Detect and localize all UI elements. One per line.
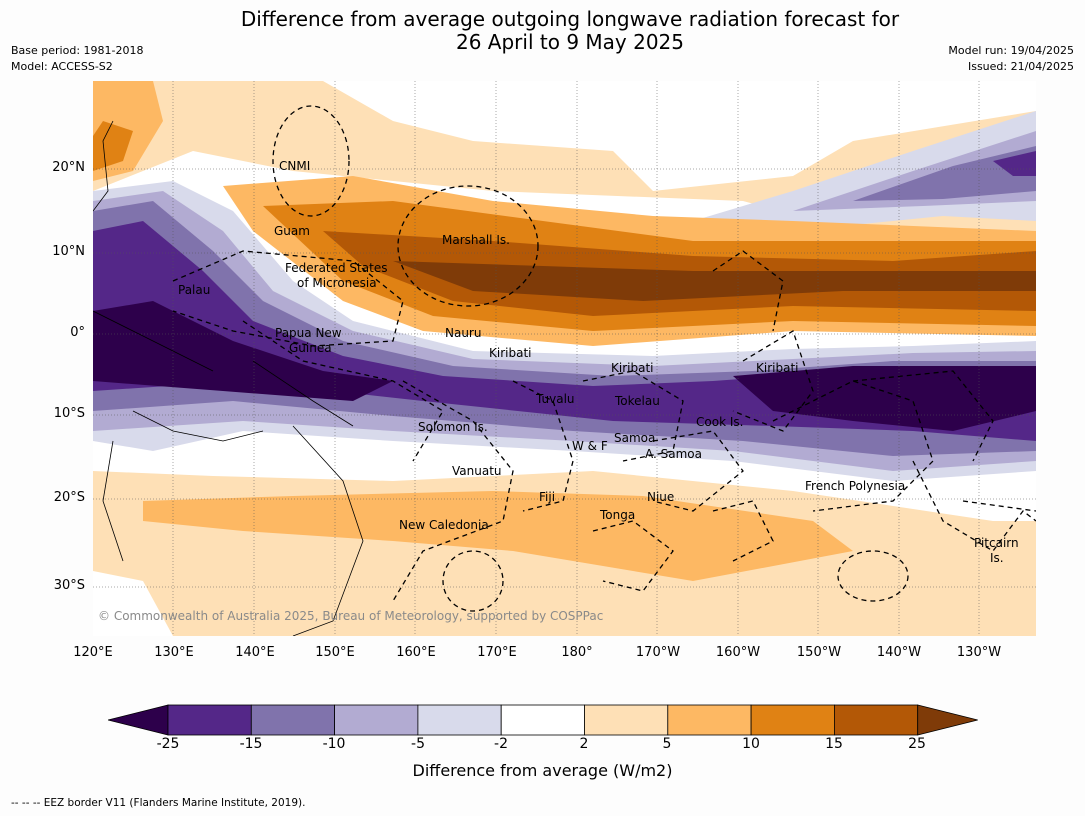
lon-tick-150e: 150°E (315, 645, 355, 660)
colorbar-tick-m5: -5 (411, 736, 425, 752)
meta-right: Model run: 19/04/2025 Issued: 21/04/2025 (948, 43, 1074, 75)
lat-tick-30s: 30°S (53, 578, 85, 593)
colorbar-segment (250, 704, 336, 736)
colorbar (107, 704, 978, 744)
colorbar-tick-m15: -15 (239, 736, 263, 752)
colorbar-segment (750, 704, 835, 736)
label-marshall: Marshall Is. (442, 233, 510, 247)
colorbar-extend-high (917, 704, 978, 736)
label-tokelau: Tokelau (614, 394, 660, 408)
lon-tick-160e: 160°E (396, 645, 436, 660)
lon-tick-180: 180° (561, 645, 593, 660)
colorbar-segment (334, 704, 419, 736)
label-fsm-1: Federated States (285, 261, 387, 275)
colorbar-tick-15: 15 (825, 736, 843, 752)
lon-tick-130e: 130°E (154, 645, 194, 660)
colorbar-segment (584, 704, 669, 736)
lon-tick-170w: 170°W (635, 645, 681, 660)
colorbar-tick-m10: -10 (322, 736, 346, 752)
colorbar-segment (417, 704, 502, 736)
colorbar-segment (834, 704, 919, 736)
map-panel: CNMI Guam Marshall Is. Federated States … (93, 81, 1036, 636)
label-kiribati-3: Kiribati (756, 361, 798, 375)
copyright-text: © Commonwealth of Australia 2025, Bureau… (98, 609, 604, 623)
label-guam: Guam (274, 224, 310, 238)
footnote: -- -- -- EEZ border V11 (Flanders Marine… (11, 797, 306, 809)
label-png-2: Guinea (289, 341, 332, 355)
colorbar-tick-m25: -25 (156, 736, 180, 752)
title-line-1: Difference from average outgoing longwav… (240, 7, 900, 31)
lat-tick-10s: 10°S (53, 406, 85, 421)
label-vanuatu: Vanuatu (452, 464, 502, 478)
base-period-text: Base period: 1981-2018 (11, 44, 144, 57)
label-pitcairn-1: Pitcairn (974, 536, 1019, 550)
label-french-polynesia: French Polynesia (805, 479, 905, 493)
label-kiribati-1: Kiribati (489, 346, 531, 360)
label-asamoa: A. Samoa (645, 447, 702, 461)
label-png-1: Papua New (275, 326, 342, 340)
model-text: Model: ACCESS-S2 (11, 60, 113, 73)
label-tonga: Tonga (599, 508, 635, 522)
lon-tick-140w: 140°W (876, 645, 922, 660)
lat-tick-20s: 20°S (53, 490, 85, 505)
colorbar-tick-5: 5 (662, 736, 672, 752)
colorbar-segment (167, 704, 252, 736)
label-cnmi: CNMI (279, 159, 310, 173)
colorbar-tick-2: 2 (579, 736, 589, 752)
lon-tick-160w: 160°W (715, 645, 761, 660)
chart-title: Difference from average outgoing longwav… (0, 8, 1085, 54)
label-pitcairn-2: Is. (990, 551, 1004, 565)
colorbar-tick-10: 10 (742, 736, 760, 752)
map-svg: CNMI Guam Marshall Is. Federated States … (93, 81, 1036, 636)
label-niue: Niue (647, 490, 674, 504)
lat-tick-0: 0° (70, 325, 85, 340)
label-wf: W & F (572, 439, 608, 453)
lon-tick-130w: 130°W (956, 645, 1002, 660)
label-fiji: Fiji (539, 490, 555, 504)
label-tuvalu: Tuvalu (535, 392, 575, 406)
label-fsm-2: of Micronesia (297, 276, 377, 290)
label-new-caledonia: New Caledonia (399, 518, 489, 532)
label-cook: Cook Is. (696, 415, 743, 429)
colorbar-segment (500, 704, 585, 736)
label-nauru: Nauru (445, 326, 481, 340)
label-solomon: Solomon Is. (418, 420, 488, 434)
meta-left: Base period: 1981-2018 Model: ACCESS-S2 (11, 43, 143, 75)
colorbar-svg (107, 704, 978, 736)
label-samoa: Samoa (614, 431, 655, 445)
model-run-text: Model run: 19/04/2025 (948, 44, 1074, 57)
colorbar-segment (667, 704, 752, 736)
lon-tick-150w: 150°W (796, 645, 842, 660)
colorbar-title: Difference from average (W/m2) (412, 761, 673, 780)
lon-tick-140e: 140°E (235, 645, 275, 660)
lon-tick-120e: 120°E (73, 645, 113, 660)
colorbar-extend-low (107, 704, 169, 736)
colorbar-tick-m2: -2 (494, 736, 508, 752)
lon-tick-170e: 170°E (477, 645, 517, 660)
label-kiribati-2: Kiribati (611, 361, 653, 375)
title-line-2: 26 April to 9 May 2025 (456, 30, 684, 54)
lat-tick-10n: 10°N (52, 244, 85, 259)
colorbar-tick-25: 25 (908, 736, 926, 752)
label-palau: Palau (178, 283, 210, 297)
issued-text: Issued: 21/04/2025 (967, 60, 1074, 73)
lat-tick-20n: 20°N (52, 160, 85, 175)
